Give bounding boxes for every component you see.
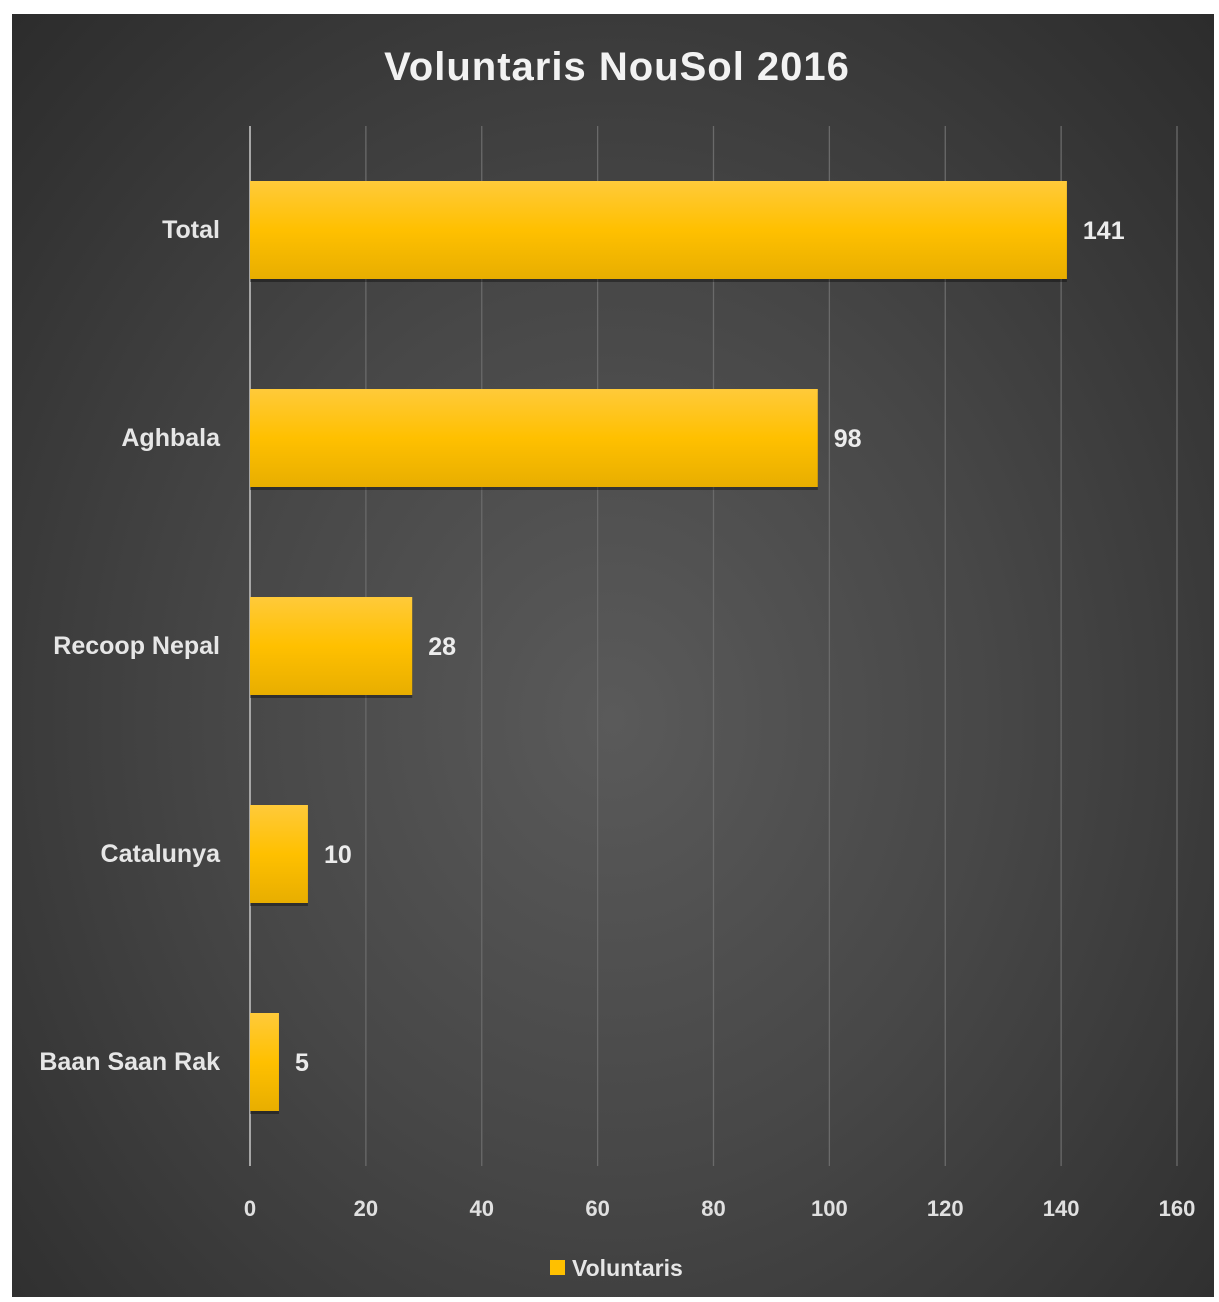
x-tick-label: 40 (470, 1196, 494, 1221)
chart-title: Voluntaris NouSol 2016 (384, 45, 850, 89)
x-axis-ticks: 0 20 40 60 80 100 120 140 160 (244, 1196, 1195, 1221)
legend: Voluntaris (550, 1255, 683, 1281)
x-tick-label: 60 (585, 1196, 609, 1221)
category-label: Baan Saan Rak (39, 1048, 220, 1076)
bars: 141 98 28 10 5 (250, 181, 1125, 1114)
x-tick-label: 80 (701, 1196, 725, 1221)
bar-recoop-nepal (250, 597, 413, 695)
legend-label: Voluntaris (572, 1255, 683, 1281)
x-tick-label: 120 (927, 1196, 964, 1221)
bar-catalunya (250, 805, 308, 903)
category-labels: Total Aghbala Recoop Nepal Catalunya Baan Sa… (39, 216, 221, 1076)
data-label: 28 (428, 633, 456, 661)
data-label: 5 (295, 1049, 309, 1077)
x-tick-label: 140 (1043, 1196, 1080, 1221)
bar-total (250, 181, 1067, 279)
x-tick-label: 20 (354, 1196, 378, 1221)
chart-area: Voluntaris NouSol 2016 141 98 28 10 5 Total A… (12, 14, 1214, 1297)
data-label: 141 (1083, 217, 1125, 245)
bar-chart: Voluntaris NouSol 2016 141 98 28 10 5 Total A… (39, 45, 1195, 1281)
data-label: 10 (324, 841, 352, 869)
bar-baan-saan-rak (250, 1013, 279, 1111)
bar-aghbala (250, 389, 818, 487)
category-label: Aghbala (121, 424, 221, 452)
x-tick-label: 0 (244, 1196, 256, 1221)
category-label: Recoop Nepal (53, 632, 220, 660)
x-tick-label: 100 (811, 1196, 848, 1221)
x-tick-label: 160 (1159, 1196, 1196, 1221)
legend-swatch (550, 1260, 565, 1275)
category-label: Catalunya (101, 840, 222, 868)
category-label: Total (162, 216, 220, 244)
data-label: 98 (834, 425, 862, 453)
